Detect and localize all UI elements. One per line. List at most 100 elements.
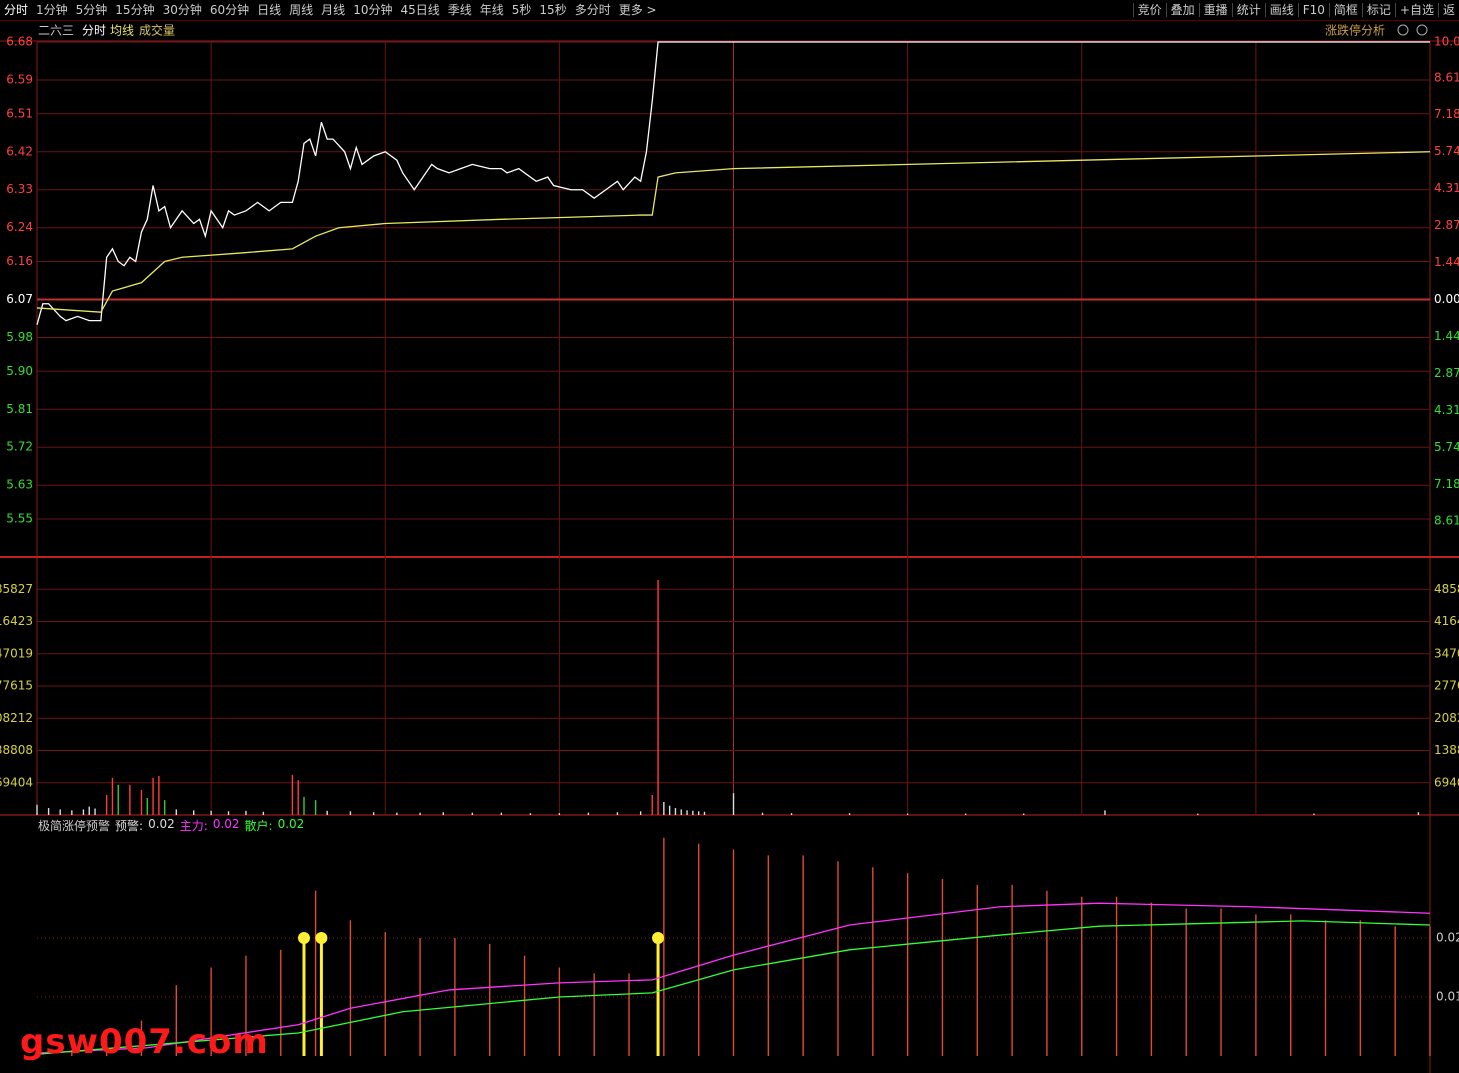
y-tick-label: 485827: [0, 582, 33, 596]
y2-tick-label: 4.31: [1434, 403, 1459, 417]
y2-tick-label: 485827: [1434, 582, 1459, 596]
y-tick-label: 6.42: [6, 144, 33, 158]
y-tick-label: 6.59: [6, 72, 33, 86]
icon: [1397, 24, 1409, 36]
period-tab[interactable]: 10分钟: [353, 3, 393, 17]
y2-tick-label: 277615: [1434, 679, 1459, 693]
tool-button[interactable]: 简框: [1328, 3, 1362, 17]
y2-tick-label: 4.31: [1434, 181, 1459, 195]
y-tick-label: 69404: [0, 775, 33, 789]
period-tab[interactable]: 季线: [447, 3, 472, 17]
tab-volume: 成交量: [139, 23, 175, 38]
y2-tick-label: 347019: [1434, 646, 1459, 660]
tool-button[interactable]: 返: [1437, 3, 1459, 17]
period-tab[interactable]: 年线: [479, 3, 504, 17]
y-tick-label: 5.81: [6, 402, 33, 416]
y-tick-label: 6.33: [6, 182, 33, 196]
period-tab[interactable]: 30分钟: [162, 3, 202, 17]
y-tick-label: 5.72: [6, 440, 33, 454]
y2-tick-label: 2.87: [1434, 218, 1459, 232]
y-tick-label: 5.90: [6, 364, 33, 378]
signal-icon: [297, 932, 310, 944]
period-tab[interactable]: 分时: [4, 3, 29, 17]
y2-tick-label: 2.87: [1434, 366, 1459, 380]
icon: [1416, 24, 1428, 36]
tab-fenshi: 分时: [82, 24, 106, 38]
y2-tick-label: 10.0: [1434, 35, 1459, 49]
y2-tick-label: 7.18: [1434, 107, 1459, 121]
stock-name: 二六三: [38, 24, 74, 38]
readout-label: 散户:: [244, 819, 273, 833]
y-tick-label: 6.68: [6, 35, 33, 49]
tool-button[interactable]: 竞价: [1132, 3, 1166, 17]
y2-tick-label: 69404: [1434, 775, 1459, 789]
y2-tick-label: 5.74: [1434, 440, 1459, 454]
y-tick-label: 277615: [0, 679, 33, 693]
indicator-title: 极简涨停预警: [38, 819, 111, 833]
series-line: [36, 920, 1431, 1055]
readout-value: 0.02: [148, 817, 175, 831]
y-tick-label: 6.51: [6, 106, 33, 120]
y2-tick-label: 5.74: [1434, 144, 1459, 158]
indicator-legend: 极简涨停预警 预警: 0.02 主力: 0.02 散户: 0.02: [38, 817, 304, 834]
period-tab[interactable]: 更多 >: [618, 3, 657, 17]
y2-tick-label: 0.00: [1434, 292, 1459, 306]
y-tick-label: 347019: [0, 646, 33, 660]
y-tick-label: 0.01: [1436, 990, 1459, 1004]
period-tab[interactable]: 45日线: [400, 3, 440, 17]
period-tab[interactable]: 周线: [289, 3, 314, 17]
period-tabs: 分时 1分钟 5分钟 15分钟 30分钟 60分钟 日线 周线 月线 10分钟 45日线 季线 年线 5秒…: [0, 0, 661, 20]
toolbar: 分时 1分钟 5分钟 15分钟 30分钟 60分钟 日线 周线 月线 10分钟 45日线 季线 年线 5秒…: [0, 0, 1459, 21]
y-tick-label: 6.16: [6, 254, 33, 268]
period-tab[interactable]: 5秒: [511, 3, 532, 17]
tools: 竞价 叠加 重播 统计 画线 F10 简框 标记 +自选返: [1132, 0, 1459, 20]
period-tab[interactable]: 5分钟: [75, 3, 108, 17]
series-line: [36, 41, 1430, 326]
period-tab[interactable]: 月线: [321, 3, 346, 17]
tool-button[interactable]: 画线: [1264, 3, 1298, 17]
y-tick-label: 5.55: [6, 512, 33, 526]
period-tab[interactable]: 1分钟: [36, 3, 68, 17]
watermark: gsw007.com: [20, 1022, 269, 1062]
tool-button[interactable]: 标记: [1361, 3, 1395, 17]
period-tab[interactable]: 15分钟: [115, 3, 155, 17]
y2-tick-label: 1.44: [1434, 255, 1459, 269]
period-tab[interactable]: 多分时: [574, 3, 611, 17]
tool-button[interactable]: +自选: [1394, 3, 1438, 17]
tool-button[interactable]: F10: [1297, 3, 1329, 17]
y2-tick-label: 138808: [1434, 743, 1459, 757]
limit-analysis: 涨跌停分析: [1325, 23, 1385, 38]
y2-tick-label: 1.44: [1434, 329, 1459, 343]
period-tab[interactable]: 15秒: [539, 3, 567, 17]
y-tick-label: 5.98: [6, 330, 33, 344]
y-tick-label: 0.02: [1436, 931, 1459, 945]
series-line: [36, 151, 1431, 313]
y-tick-label: 416423: [0, 614, 33, 628]
y2-tick-label: 416423: [1434, 614, 1459, 628]
readout-label: 预警:: [115, 819, 144, 833]
tool-button[interactable]: 重播: [1198, 3, 1232, 17]
signal-icon: [315, 932, 328, 944]
readout-value: 0.02: [277, 817, 305, 831]
readout-value: 0.02: [212, 817, 240, 831]
readout-label: 主力:: [179, 819, 208, 833]
series-line: [36, 902, 1431, 1054]
period-tab[interactable]: 60分钟: [209, 3, 250, 17]
y2-tick-label: 8.61: [1434, 70, 1459, 84]
y2-tick-label: 8.61: [1434, 514, 1459, 528]
y-tick-label: 138808: [0, 743, 33, 757]
tool-button[interactable]: 统计: [1231, 3, 1265, 17]
signal-icon: [652, 932, 665, 944]
tool-button[interactable]: 叠加: [1165, 3, 1199, 17]
y2-tick-label: 7.18: [1434, 477, 1459, 491]
y-tick-label: 208212: [0, 711, 33, 725]
tab-avg: 均线: [110, 24, 134, 38]
y-tick-label: 6.24: [6, 220, 33, 234]
y-tick-label: 5.63: [6, 478, 33, 492]
y2-tick-label: 208212: [1434, 711, 1459, 725]
period-tab[interactable]: 日线: [257, 3, 282, 17]
y-tick-label: 6.07: [6, 292, 33, 306]
